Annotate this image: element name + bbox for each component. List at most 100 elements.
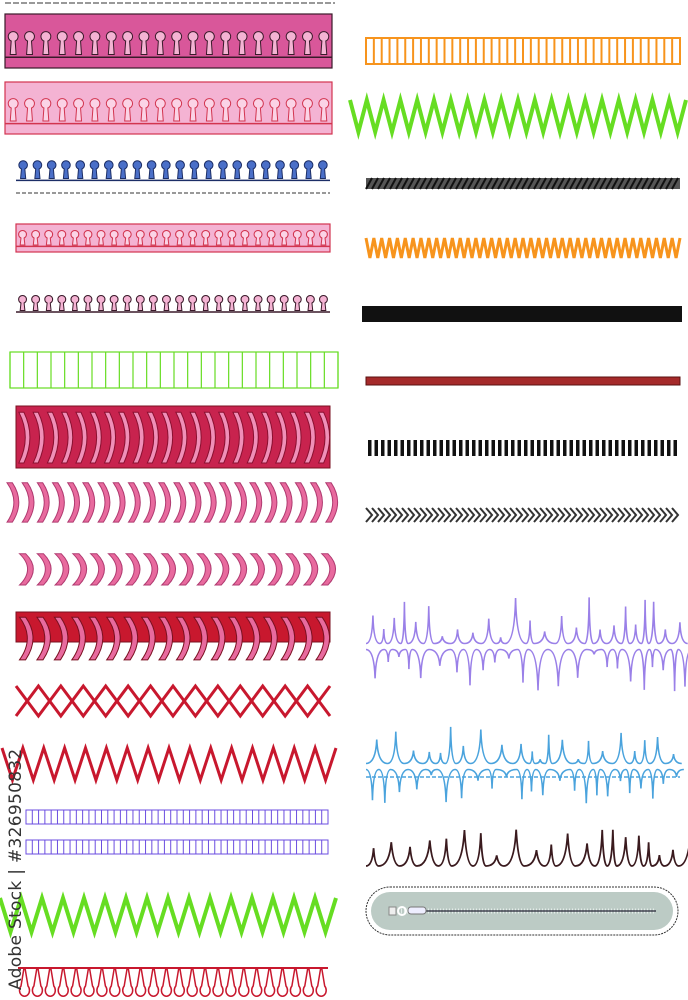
arc-stitch bbox=[315, 616, 331, 661]
rope-twist bbox=[581, 177, 589, 190]
chevron-stitch bbox=[593, 507, 602, 523]
spike-stitch bbox=[365, 726, 682, 765]
arc-stitch bbox=[249, 553, 265, 586]
pattern-crimson-arc-band bbox=[15, 405, 331, 469]
stitch-loop bbox=[253, 230, 263, 246]
arc-stitch bbox=[233, 482, 248, 523]
chevron-stitch bbox=[389, 507, 398, 523]
arc-stitch bbox=[175, 411, 188, 464]
pattern-pink-arc-row bbox=[6, 482, 339, 523]
satin-bar bbox=[362, 306, 682, 322]
chevron-stitch bbox=[437, 507, 446, 523]
chevron-stitch bbox=[401, 507, 410, 523]
stitch-bar bbox=[374, 440, 378, 456]
rope-twist bbox=[377, 177, 385, 190]
chevron-stitch bbox=[473, 507, 482, 523]
stitch-bar bbox=[660, 440, 664, 456]
chevron-stitch bbox=[479, 507, 488, 523]
stitch-bar bbox=[569, 440, 573, 456]
rope-twist bbox=[593, 177, 601, 190]
stitch-bar bbox=[673, 440, 677, 456]
stitch-bar bbox=[426, 440, 430, 456]
rope-twist bbox=[485, 177, 493, 190]
stitch-loop bbox=[175, 230, 184, 246]
stitch-bar bbox=[407, 440, 411, 456]
stitch-loop bbox=[227, 230, 237, 246]
pattern-orange-ladder bbox=[365, 37, 681, 65]
arc-stitch bbox=[302, 553, 319, 586]
pattern-red-loop-row bbox=[18, 967, 328, 998]
stitch-loop bbox=[89, 31, 101, 55]
stitch-bar bbox=[524, 440, 528, 456]
pattern-black-bars bbox=[368, 440, 677, 456]
stitch-bar bbox=[478, 440, 482, 456]
stitch-bar bbox=[530, 440, 534, 456]
stitch-loop bbox=[189, 160, 200, 179]
stitch-loop bbox=[122, 295, 132, 311]
loop-stitch bbox=[173, 967, 186, 998]
chevron-stitch bbox=[455, 507, 464, 523]
stitch-loop bbox=[148, 230, 158, 246]
stitch-loop bbox=[319, 295, 328, 311]
stitch-loop bbox=[279, 295, 289, 311]
stitch-loop bbox=[162, 295, 171, 311]
pattern-dark-red-line bbox=[365, 376, 681, 386]
arc-stitch bbox=[231, 553, 248, 586]
zigzag-stitch bbox=[0, 891, 338, 939]
rope-twist bbox=[665, 177, 673, 190]
zipper-stop bbox=[388, 906, 397, 916]
arc-stitch bbox=[127, 482, 141, 523]
chevron-stitch bbox=[647, 507, 656, 523]
rope-twist bbox=[455, 177, 463, 190]
rope-twist bbox=[413, 177, 421, 190]
loop-stitch bbox=[276, 967, 289, 998]
loop-stitch bbox=[83, 967, 95, 998]
pattern-pink-spaced-arcs bbox=[18, 553, 337, 586]
stitch-bar bbox=[472, 440, 476, 456]
stitch-loop bbox=[171, 98, 183, 122]
arc-stitch bbox=[158, 616, 174, 661]
chevron-stitch bbox=[461, 507, 470, 523]
rope-twist bbox=[365, 177, 373, 190]
rope-twist bbox=[539, 177, 547, 190]
stitch-bar bbox=[667, 440, 671, 456]
stitch-loop bbox=[162, 230, 171, 246]
stitch-bar bbox=[621, 440, 625, 456]
chevron-stitch bbox=[467, 507, 476, 523]
stitch-loop bbox=[96, 230, 106, 246]
stitch-loop bbox=[260, 160, 271, 179]
stitch-bar bbox=[608, 440, 612, 456]
stitch-bar bbox=[433, 440, 437, 456]
stitch-loop bbox=[203, 160, 214, 179]
arc-stitch bbox=[75, 411, 88, 464]
loop-stitch bbox=[147, 967, 160, 998]
chevron-stitch bbox=[575, 507, 584, 523]
stitch-loop bbox=[154, 31, 166, 55]
thread-line bbox=[365, 376, 681, 386]
arc-stitch bbox=[70, 616, 86, 661]
chevron-stitch bbox=[419, 507, 428, 523]
arc-stitch bbox=[267, 553, 283, 586]
watermark: Adobe Stock | #326950832 bbox=[6, 748, 26, 990]
rope-twist bbox=[557, 177, 565, 190]
arc-stitch bbox=[142, 553, 159, 586]
stitch-loop bbox=[7, 98, 19, 122]
rope-twist bbox=[395, 177, 403, 190]
loop-stitch bbox=[31, 967, 44, 998]
stitch-loop bbox=[187, 98, 199, 122]
stitch-bar bbox=[550, 440, 554, 456]
stitch-loop bbox=[70, 295, 80, 311]
chevron-stitch bbox=[431, 507, 440, 523]
arc-stitch bbox=[248, 482, 263, 523]
stitch-loop bbox=[214, 295, 224, 311]
arc-stitch bbox=[123, 616, 139, 661]
stitch-loop bbox=[122, 31, 134, 55]
arc-stitch bbox=[227, 616, 243, 661]
stitch-loop bbox=[46, 160, 57, 179]
pattern-pink-keyhole-band bbox=[4, 13, 333, 69]
stitch-loop bbox=[269, 98, 281, 122]
rope-twist bbox=[521, 177, 529, 190]
stitch-bar bbox=[543, 440, 547, 456]
arc-stitch bbox=[284, 553, 301, 586]
chevron-stitch bbox=[641, 507, 650, 523]
